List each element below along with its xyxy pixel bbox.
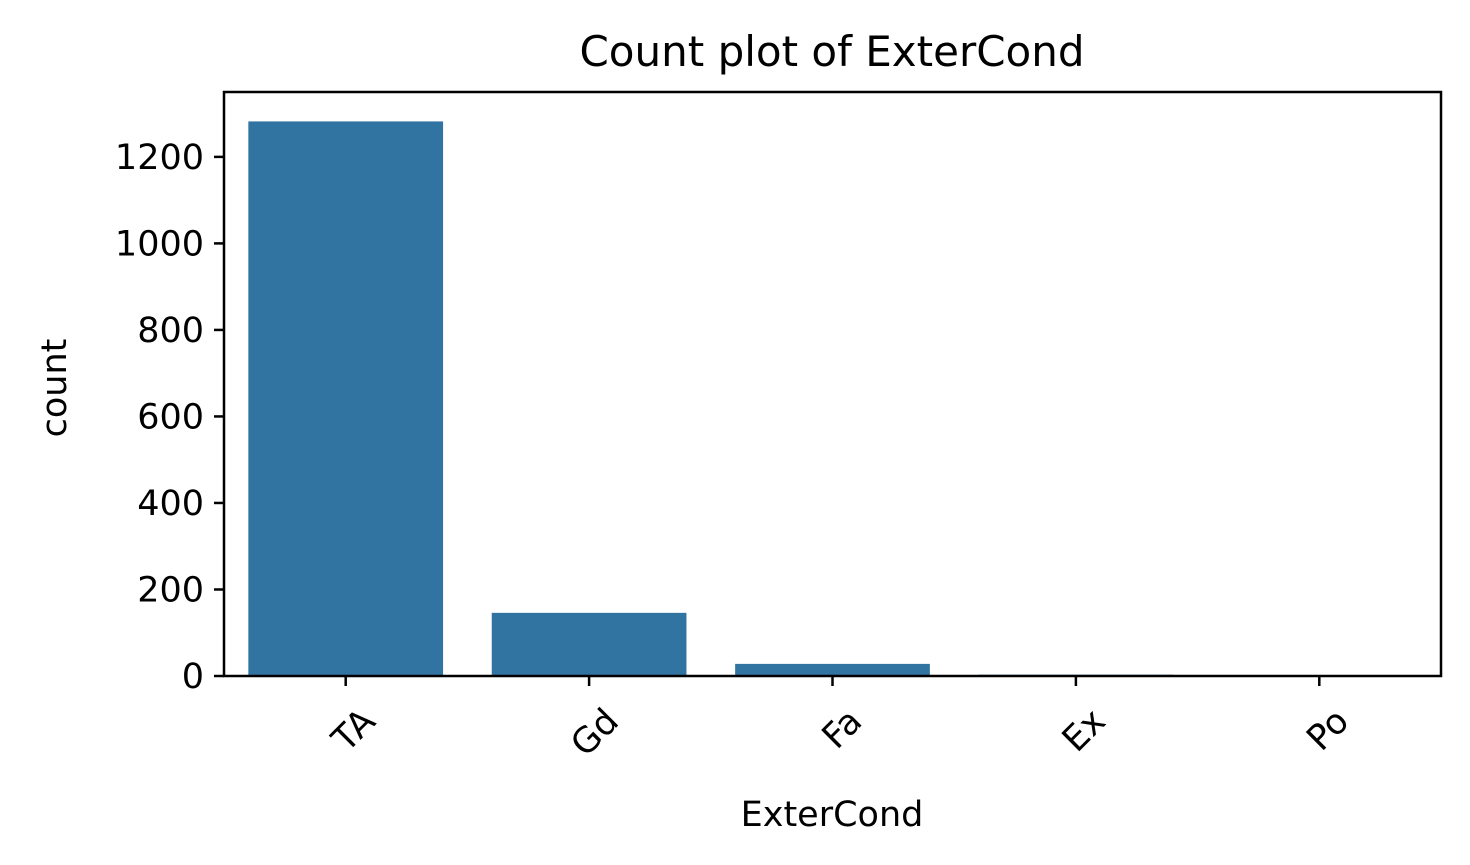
bar-fa (735, 663, 930, 676)
y-tick-label: 800 (137, 311, 204, 351)
plot-frame (222, 90, 1443, 678)
bar-ta (248, 121, 444, 676)
bars-group (248, 121, 1417, 676)
y-tick-label: 600 (137, 397, 204, 437)
y-tick-label: 0 (182, 657, 204, 697)
y-tick-label: 400 (137, 484, 204, 524)
x-axis-title: ExterCond (741, 795, 924, 835)
y-tick-label: 1000 (115, 224, 204, 264)
chart-title: Count plot of ExterCond (579, 27, 1084, 76)
y-tick-label: 1200 (115, 138, 204, 178)
bar-gd (491, 612, 687, 676)
y-axis-title: count (35, 339, 75, 438)
y-axis: 0 200 400 600 800 1000 1200 (115, 138, 224, 697)
y-tick-label: 200 (137, 570, 204, 610)
